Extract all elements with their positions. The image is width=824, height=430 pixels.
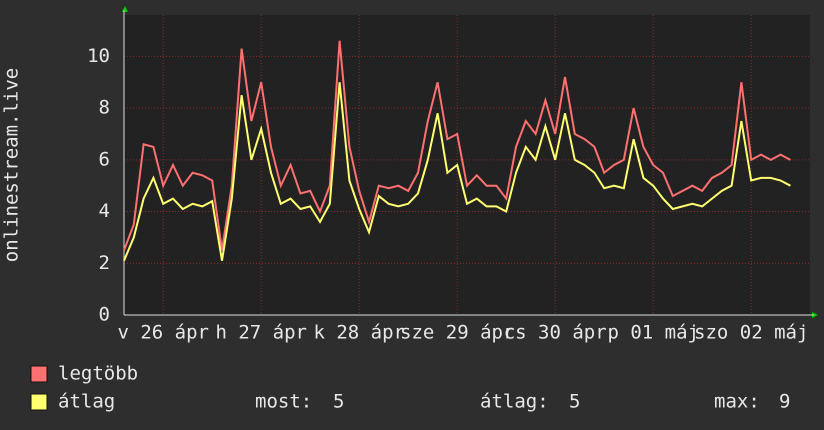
y-tick-label: 10 — [87, 45, 110, 67]
y-tick-label: 4 — [99, 200, 110, 222]
legend-swatch — [30, 393, 48, 411]
x-tick-label: h 27 ápr — [215, 322, 307, 344]
x-tick-label: cs 30 ápr — [504, 322, 607, 344]
stat-value: 5 — [569, 391, 580, 413]
stat-label: most: — [255, 391, 312, 413]
legend-label: átlag — [58, 391, 115, 413]
x-tick-label: v 26 ápr — [117, 322, 209, 344]
x-tick-label: k 28 ápr — [313, 322, 405, 344]
legend-label: legtöbb — [58, 363, 138, 385]
y-tick-label: 8 — [99, 97, 110, 119]
axis-arrow — [812, 312, 818, 318]
y-tick-label: 0 — [99, 304, 110, 326]
x-tick-label: szo 02 máj — [694, 322, 808, 344]
stat-label: átlag: — [480, 391, 549, 413]
y-axis-label: onlinestream.live — [1, 68, 23, 262]
y-tick-label: 6 — [99, 148, 110, 170]
stat-value: 9 — [779, 391, 790, 413]
legend-swatch — [30, 365, 48, 383]
y-tick-label: 2 — [99, 252, 110, 274]
plot-area — [124, 15, 810, 315]
x-tick-label: p 01 máj — [607, 322, 699, 344]
series-line — [123, 82, 791, 262]
series-line — [123, 40, 791, 251]
stat-value: 5 — [333, 391, 344, 413]
x-tick-label: sze 29 ápr — [400, 322, 514, 344]
stat-label: max: — [714, 391, 760, 413]
